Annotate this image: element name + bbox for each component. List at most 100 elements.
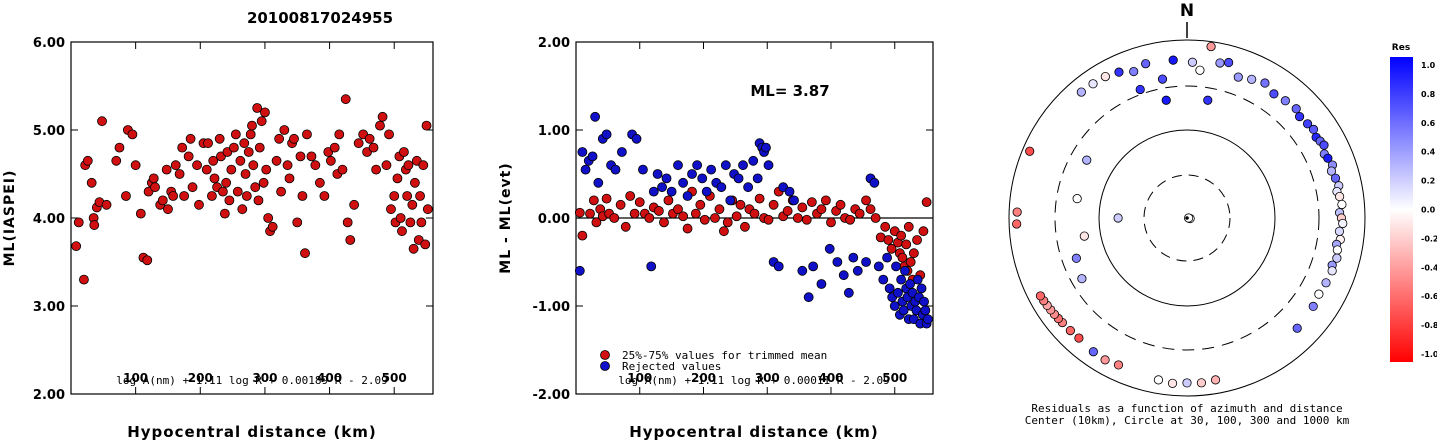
ml-iaspei-point — [250, 182, 261, 193]
north-label: N — [1180, 1, 1194, 21]
ml-iaspei-point — [135, 208, 146, 219]
ml-iaspei-point — [409, 177, 420, 188]
ml-iaspei-point — [185, 133, 196, 144]
ml-residual-point — [792, 213, 803, 223]
ml-residual-point — [869, 177, 880, 188]
ml-residual-point — [690, 208, 701, 219]
ml-iaspei-point — [325, 155, 336, 166]
ml-residual-point — [797, 265, 808, 276]
ml-residual-point — [644, 213, 655, 223]
ml-iaspei-point — [174, 169, 185, 179]
station-point — [1247, 74, 1257, 84]
ml-residual-point — [574, 265, 585, 276]
station-point — [1072, 194, 1082, 204]
ml-residual-point — [722, 217, 733, 228]
ml-iaspei-point — [260, 107, 270, 118]
ml-residual-point — [706, 164, 717, 175]
station-point — [1280, 96, 1290, 106]
ml-residual-point — [784, 186, 795, 197]
ml-residual-ytick-label: 1.00 — [538, 124, 570, 139]
colorbar-tick-label: 0.8 — [1421, 90, 1436, 99]
ring-100km — [1098, 129, 1276, 307]
ml-iaspei-point — [97, 116, 107, 127]
ml-iaspei-point — [208, 155, 219, 166]
ml-residual-point — [835, 199, 846, 210]
station-point — [1206, 41, 1216, 52]
ml-residual-point — [763, 214, 774, 225]
ml-residual-point — [577, 147, 588, 157]
ml-residual-point — [782, 206, 793, 216]
ml-residual-point — [625, 191, 636, 201]
station-point — [1330, 173, 1341, 183]
ml-iaspei-point — [282, 160, 293, 171]
ml-iaspei-point — [209, 173, 220, 184]
station-point — [1088, 347, 1098, 357]
ml-iaspei-point — [157, 195, 168, 206]
ml-residual-point — [601, 129, 612, 140]
ml-iaspei-point — [230, 129, 241, 140]
station-point — [1334, 226, 1345, 236]
station-point — [1291, 104, 1301, 114]
station-point — [1129, 66, 1139, 77]
ml-residual-point — [615, 199, 626, 210]
ml-iaspei-point — [142, 255, 153, 266]
ml-residual-point — [808, 261, 819, 272]
ml-residual-point — [824, 243, 835, 254]
ml-iaspei-point — [334, 129, 345, 140]
ml-iaspei-point — [168, 191, 179, 201]
ml-residual-point — [861, 257, 871, 267]
ml-iaspei-point — [416, 217, 427, 228]
ml-iaspei-point — [187, 182, 198, 193]
ml-residual-point — [666, 186, 677, 197]
ml-iaspei-point — [389, 191, 400, 201]
ml-iaspei-frame — [70, 41, 434, 395]
ml-residual-point — [882, 252, 892, 263]
ml-residual-point — [905, 257, 916, 267]
ml-residual-point — [574, 207, 585, 218]
ml-iaspei-point — [214, 133, 225, 144]
ml-iaspei-point — [399, 147, 409, 157]
ml-residual-point — [852, 265, 863, 276]
station-point — [1224, 57, 1234, 68]
ml-iaspei-point — [183, 151, 194, 162]
ml-residual-ytick-label: 2.00 — [538, 36, 570, 51]
ml-residual-point — [806, 197, 817, 208]
ml-iaspei-point — [377, 111, 388, 122]
ml-iaspei-point — [386, 204, 396, 215]
event-ml-value: ML= 3.87 — [750, 82, 829, 100]
ml-residual-point — [896, 274, 907, 285]
ml-iaspei-point — [276, 186, 286, 197]
ml-residual-formula: log A(nm) + 1.11 log R + 0.00011 R - 2.0… — [618, 374, 890, 387]
ml-residual-point — [590, 111, 601, 122]
ml-iaspei-points — [71, 94, 433, 285]
azimuth-distance-panel: N Residuals as a function of azimuth and… — [1008, 1, 1366, 427]
station-residual-points — [1012, 41, 1348, 388]
ml-iaspei-point — [224, 195, 235, 206]
epicenter-marker — [1185, 216, 1189, 220]
ml-residual-point — [653, 206, 664, 216]
ml-residual-axis-ticks: -2.00 -1.00 0.00 1.00 2.00 100 200 300 400 500 — [533, 36, 933, 403]
ml-residual-point — [661, 173, 672, 184]
ml-residual-point — [832, 257, 843, 267]
ml-iaspei-point — [226, 164, 237, 175]
colorbar-tick-label: 1.0 — [1421, 61, 1436, 70]
station-point — [1153, 375, 1164, 385]
ml-iaspei-point — [254, 142, 265, 153]
ml-iaspei-point — [111, 155, 122, 166]
station-point — [1335, 191, 1345, 202]
ml-residual-point — [826, 217, 836, 228]
ml-iaspei-point — [403, 160, 414, 171]
ml-iaspei-point — [82, 155, 93, 166]
legend-label-trimmed: 25%-75% values for trimmed mean — [622, 349, 827, 362]
residual-colorbar: Res 1.0 0.8 0.6 0.4 0.2 0.0 -0.2 -0.4 -0.6 -0.8 -1… — [1390, 43, 1437, 362]
polar-caption-line1: Residuals as a function of azimuth and d… — [1031, 402, 1342, 415]
ml-residual-point — [697, 173, 708, 184]
colorbar-tick-label: -0.2 — [1421, 234, 1437, 243]
ml-iaspei-point — [340, 94, 351, 105]
ml-residual-point — [663, 195, 674, 206]
ml-residual-point — [880, 221, 891, 232]
ml-residual-point — [638, 164, 648, 175]
ml-residual-points — [574, 111, 933, 329]
ml-residual-point — [916, 283, 927, 294]
ml-residual-xtick-label: 200 — [691, 371, 716, 385]
